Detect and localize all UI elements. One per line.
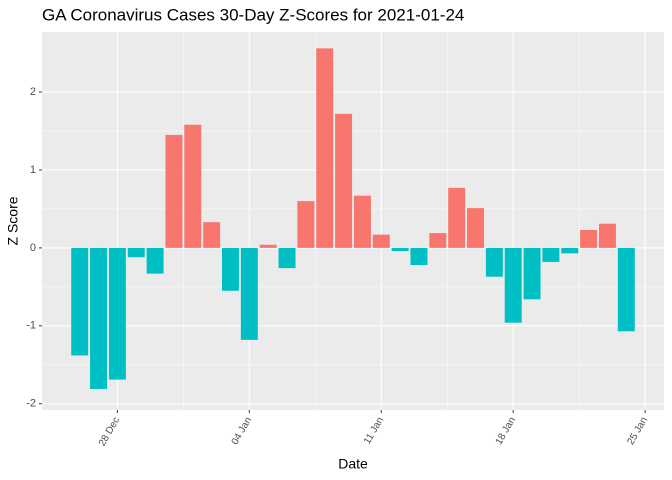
bar xyxy=(90,247,108,389)
y-tick-label: -2 xyxy=(26,398,36,410)
bar xyxy=(240,247,258,340)
x-axis-title: Date xyxy=(338,456,368,472)
bar xyxy=(580,229,598,248)
y-tick-label: 1 xyxy=(30,164,36,176)
bar xyxy=(353,195,371,248)
bar xyxy=(108,247,126,380)
bar xyxy=(222,247,239,291)
bar xyxy=(561,247,579,254)
y-axis-title: Z Score xyxy=(5,196,21,245)
bar xyxy=(523,247,541,300)
chart-title: GA Coronavirus Cases 30-Day Z-Scores for… xyxy=(42,5,464,24)
bar xyxy=(598,223,616,248)
bar xyxy=(617,247,635,332)
bar xyxy=(504,247,522,323)
bar xyxy=(71,247,89,356)
plot-background xyxy=(42,32,664,410)
x-tick-label: 18 Jan xyxy=(494,415,519,447)
y-tick-label: 0 xyxy=(30,242,36,254)
bar xyxy=(410,247,428,266)
bar xyxy=(316,48,334,248)
bar xyxy=(259,244,277,248)
bar xyxy=(485,247,503,277)
bar xyxy=(372,234,390,248)
bar xyxy=(165,134,183,248)
bar xyxy=(335,113,353,248)
y-tick-label: 2 xyxy=(30,86,36,98)
bar xyxy=(127,247,145,258)
bar xyxy=(146,247,164,274)
bar xyxy=(448,187,466,248)
bar xyxy=(542,247,560,262)
x-tick-label: 04 Jan xyxy=(230,415,255,447)
bar xyxy=(429,233,447,248)
x-tick-label: 25 Jan xyxy=(625,415,650,447)
bar xyxy=(278,247,296,269)
bar xyxy=(391,247,409,252)
bar xyxy=(203,222,221,248)
bar xyxy=(297,201,315,248)
x-tick-label: 28 Dec xyxy=(97,415,122,448)
bar xyxy=(467,208,484,248)
y-tick-label: -1 xyxy=(26,320,36,332)
x-tick-label: 11 Jan xyxy=(362,415,386,446)
bar xyxy=(184,124,202,248)
